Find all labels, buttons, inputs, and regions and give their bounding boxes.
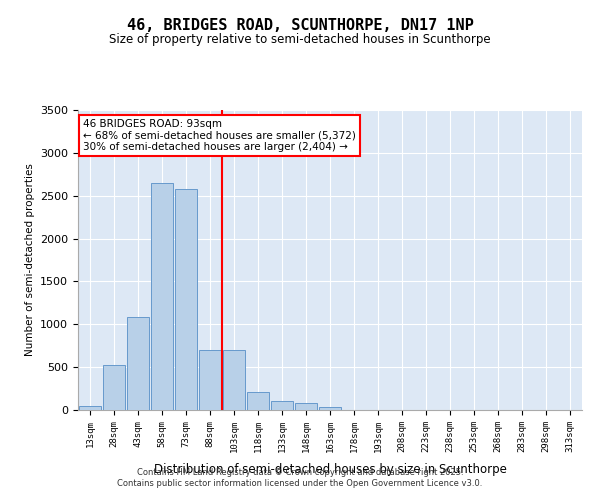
Bar [199, 350, 221, 410]
X-axis label: Distribution of semi-detached houses by size in Scunthorpe: Distribution of semi-detached houses by … [154, 463, 506, 476]
Bar [247, 392, 269, 410]
Bar [127, 318, 149, 410]
Bar [319, 408, 341, 410]
Bar [271, 400, 293, 410]
Text: 46 BRIDGES ROAD: 93sqm
← 68% of semi-detached houses are smaller (5,372)
30% of : 46 BRIDGES ROAD: 93sqm ← 68% of semi-det… [83, 119, 356, 152]
Bar [151, 183, 173, 410]
Bar [223, 350, 245, 410]
Text: Size of property relative to semi-detached houses in Scunthorpe: Size of property relative to semi-detach… [109, 32, 491, 46]
Text: Contains HM Land Registry data © Crown copyright and database right 2025.
Contai: Contains HM Land Registry data © Crown c… [118, 468, 482, 487]
Bar [79, 406, 101, 410]
Y-axis label: Number of semi-detached properties: Number of semi-detached properties [25, 164, 35, 356]
Bar [103, 364, 125, 410]
Bar [175, 189, 197, 410]
Bar [295, 403, 317, 410]
Text: 46, BRIDGES ROAD, SCUNTHORPE, DN17 1NP: 46, BRIDGES ROAD, SCUNTHORPE, DN17 1NP [127, 18, 473, 32]
